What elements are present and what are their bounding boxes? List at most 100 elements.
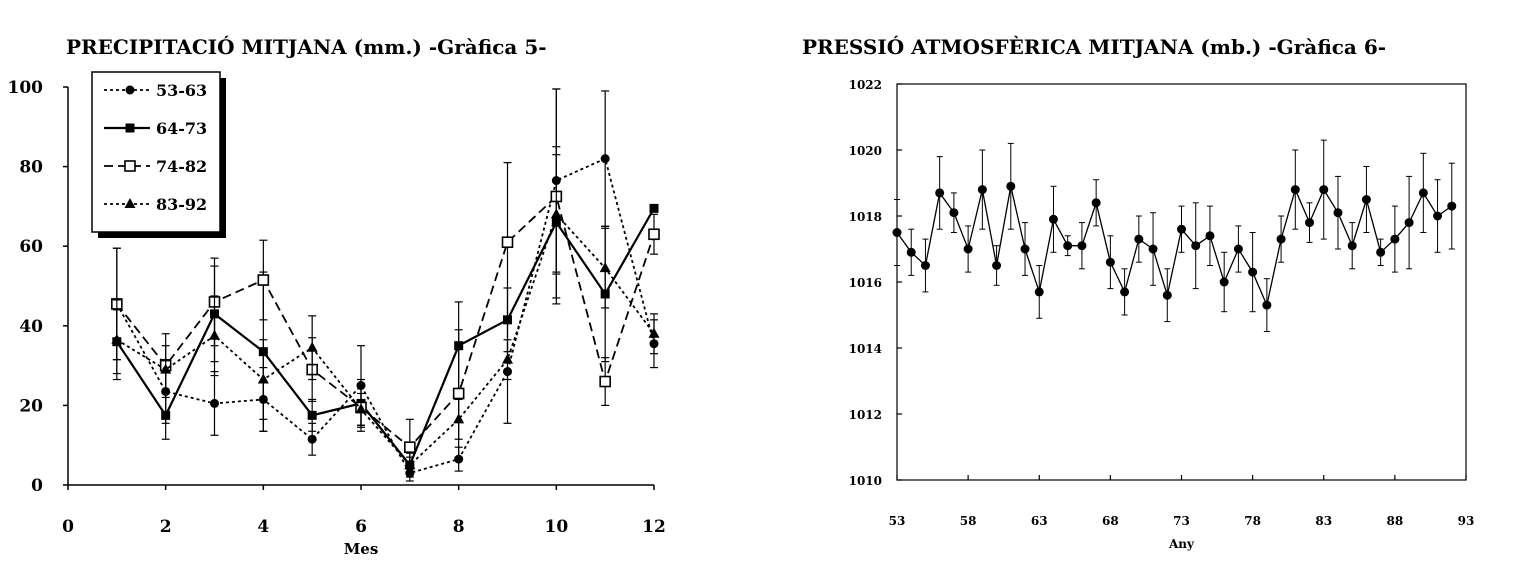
legend-label: 53-63	[156, 81, 207, 100]
legend-label: 83-92	[156, 195, 207, 214]
data-point	[599, 262, 611, 273]
data-point	[1262, 300, 1272, 310]
x-axis-label: Mes	[344, 540, 379, 558]
data-point	[307, 410, 317, 420]
x-tick-label: 4	[257, 517, 269, 537]
data-point	[257, 373, 269, 384]
x-tick-label: 12	[642, 517, 666, 537]
data-point	[1219, 277, 1229, 287]
data-point	[1333, 208, 1343, 218]
data-point	[1077, 241, 1087, 251]
precipitation-chart: 0 20 40 60 80 100 0 2 4 6 8 10 12 Mes 53-63 64-73 74-82 8…	[8, 71, 666, 558]
data-point	[1361, 195, 1371, 204]
data-point	[161, 410, 171, 420]
series-line	[116, 157, 655, 475]
data-point	[599, 375, 611, 388]
data-point	[920, 261, 930, 270]
data-point	[1418, 188, 1428, 198]
data-point	[648, 327, 660, 338]
x-tick-label: 68	[1102, 514, 1119, 528]
y-tick-label: 100	[8, 78, 44, 98]
series-line	[116, 194, 655, 449]
data-point	[453, 413, 465, 424]
y-tick-label: 40	[19, 317, 43, 337]
data-point	[257, 274, 270, 286]
data-point	[1048, 214, 1058, 224]
data-point	[1162, 290, 1172, 300]
data-point	[1305, 218, 1315, 228]
data-point	[949, 208, 959, 218]
legend: 53-63 64-73 74-82 83-92	[91, 71, 226, 238]
legend-marker	[124, 198, 136, 208]
data-point	[892, 228, 902, 237]
data-point	[1105, 257, 1115, 267]
data-point	[452, 387, 465, 400]
y-tick-label: 60	[19, 237, 43, 257]
data-point	[1319, 185, 1329, 195]
y-tick-label: 1014	[849, 342, 882, 356]
x-axis-label: Any	[1168, 537, 1195, 551]
data-point	[355, 403, 367, 414]
series-line	[115, 207, 655, 468]
data-point	[1376, 247, 1386, 257]
data-point	[1233, 244, 1243, 254]
y-tick-label: 1018	[849, 210, 882, 224]
y-tick-label: 1012	[849, 408, 882, 422]
legend-box	[91, 71, 221, 233]
data-point	[306, 341, 318, 352]
legend-label: 74-82	[156, 157, 207, 176]
x-tick-label: 53	[889, 514, 906, 528]
data-point	[1433, 211, 1443, 221]
legend-label: 64-73	[156, 119, 207, 138]
data-point	[1404, 218, 1414, 228]
data-point	[1091, 198, 1101, 208]
data-point	[1134, 234, 1144, 244]
data-point	[963, 244, 973, 254]
legend-marker	[125, 85, 135, 95]
data-point	[210, 398, 219, 408]
data-point	[209, 329, 220, 340]
data-point	[111, 333, 123, 344]
x-tick-label: 88	[1387, 514, 1404, 528]
series-line	[896, 186, 1453, 308]
data-point	[1447, 201, 1457, 211]
data-point	[1034, 287, 1044, 297]
x-tick-label: 78	[1244, 514, 1261, 528]
x-tick-label: 63	[1031, 514, 1048, 528]
data-point	[1248, 267, 1258, 277]
x-tick-label: 0	[62, 517, 74, 537]
data-point	[1205, 231, 1215, 241]
data-point	[935, 188, 945, 198]
x-tick-label: 73	[1173, 514, 1190, 528]
data-point	[649, 203, 659, 213]
pressure-series	[892, 139, 1457, 332]
data-point	[1006, 181, 1016, 191]
y-tick-label: 20	[19, 396, 43, 416]
data-point	[1191, 241, 1201, 251]
data-point	[648, 228, 660, 241]
chart-title-pressure: PRESSIÓ ATMOSFÈRICA MITJANA (mb.) -Gràfi…	[802, 35, 1387, 59]
y-tick-label: 1010	[849, 474, 882, 488]
data-point	[600, 154, 610, 164]
x-tick-label: 83	[1315, 514, 1332, 528]
series-83-92	[111, 154, 660, 478]
data-point	[977, 185, 987, 195]
legend-marker	[124, 160, 136, 172]
data-point	[1177, 224, 1186, 234]
x-tick-label: 8	[453, 517, 465, 537]
plot-frame	[896, 83, 1467, 481]
y-tick-label: 1016	[849, 276, 882, 290]
data-point	[550, 208, 562, 219]
chart-title-precipitation: PRECIPITACIÓ MITJANA (mm.) -Gràfica 5-	[66, 35, 547, 59]
data-point	[160, 363, 172, 374]
data-point	[502, 353, 513, 364]
y-tick-label: 80	[19, 158, 43, 178]
y-tick-label: 1020	[849, 144, 882, 158]
pressure-chart: 1010 1012 1014 1016 1018 1020 1022 53 58 63 68 73 78…	[849, 78, 1475, 551]
x-tick-label: 6	[355, 517, 367, 537]
data-point	[1290, 185, 1300, 195]
y-tick-label: 1022	[849, 78, 882, 92]
data-point	[1276, 234, 1286, 244]
data-point	[1120, 287, 1130, 297]
